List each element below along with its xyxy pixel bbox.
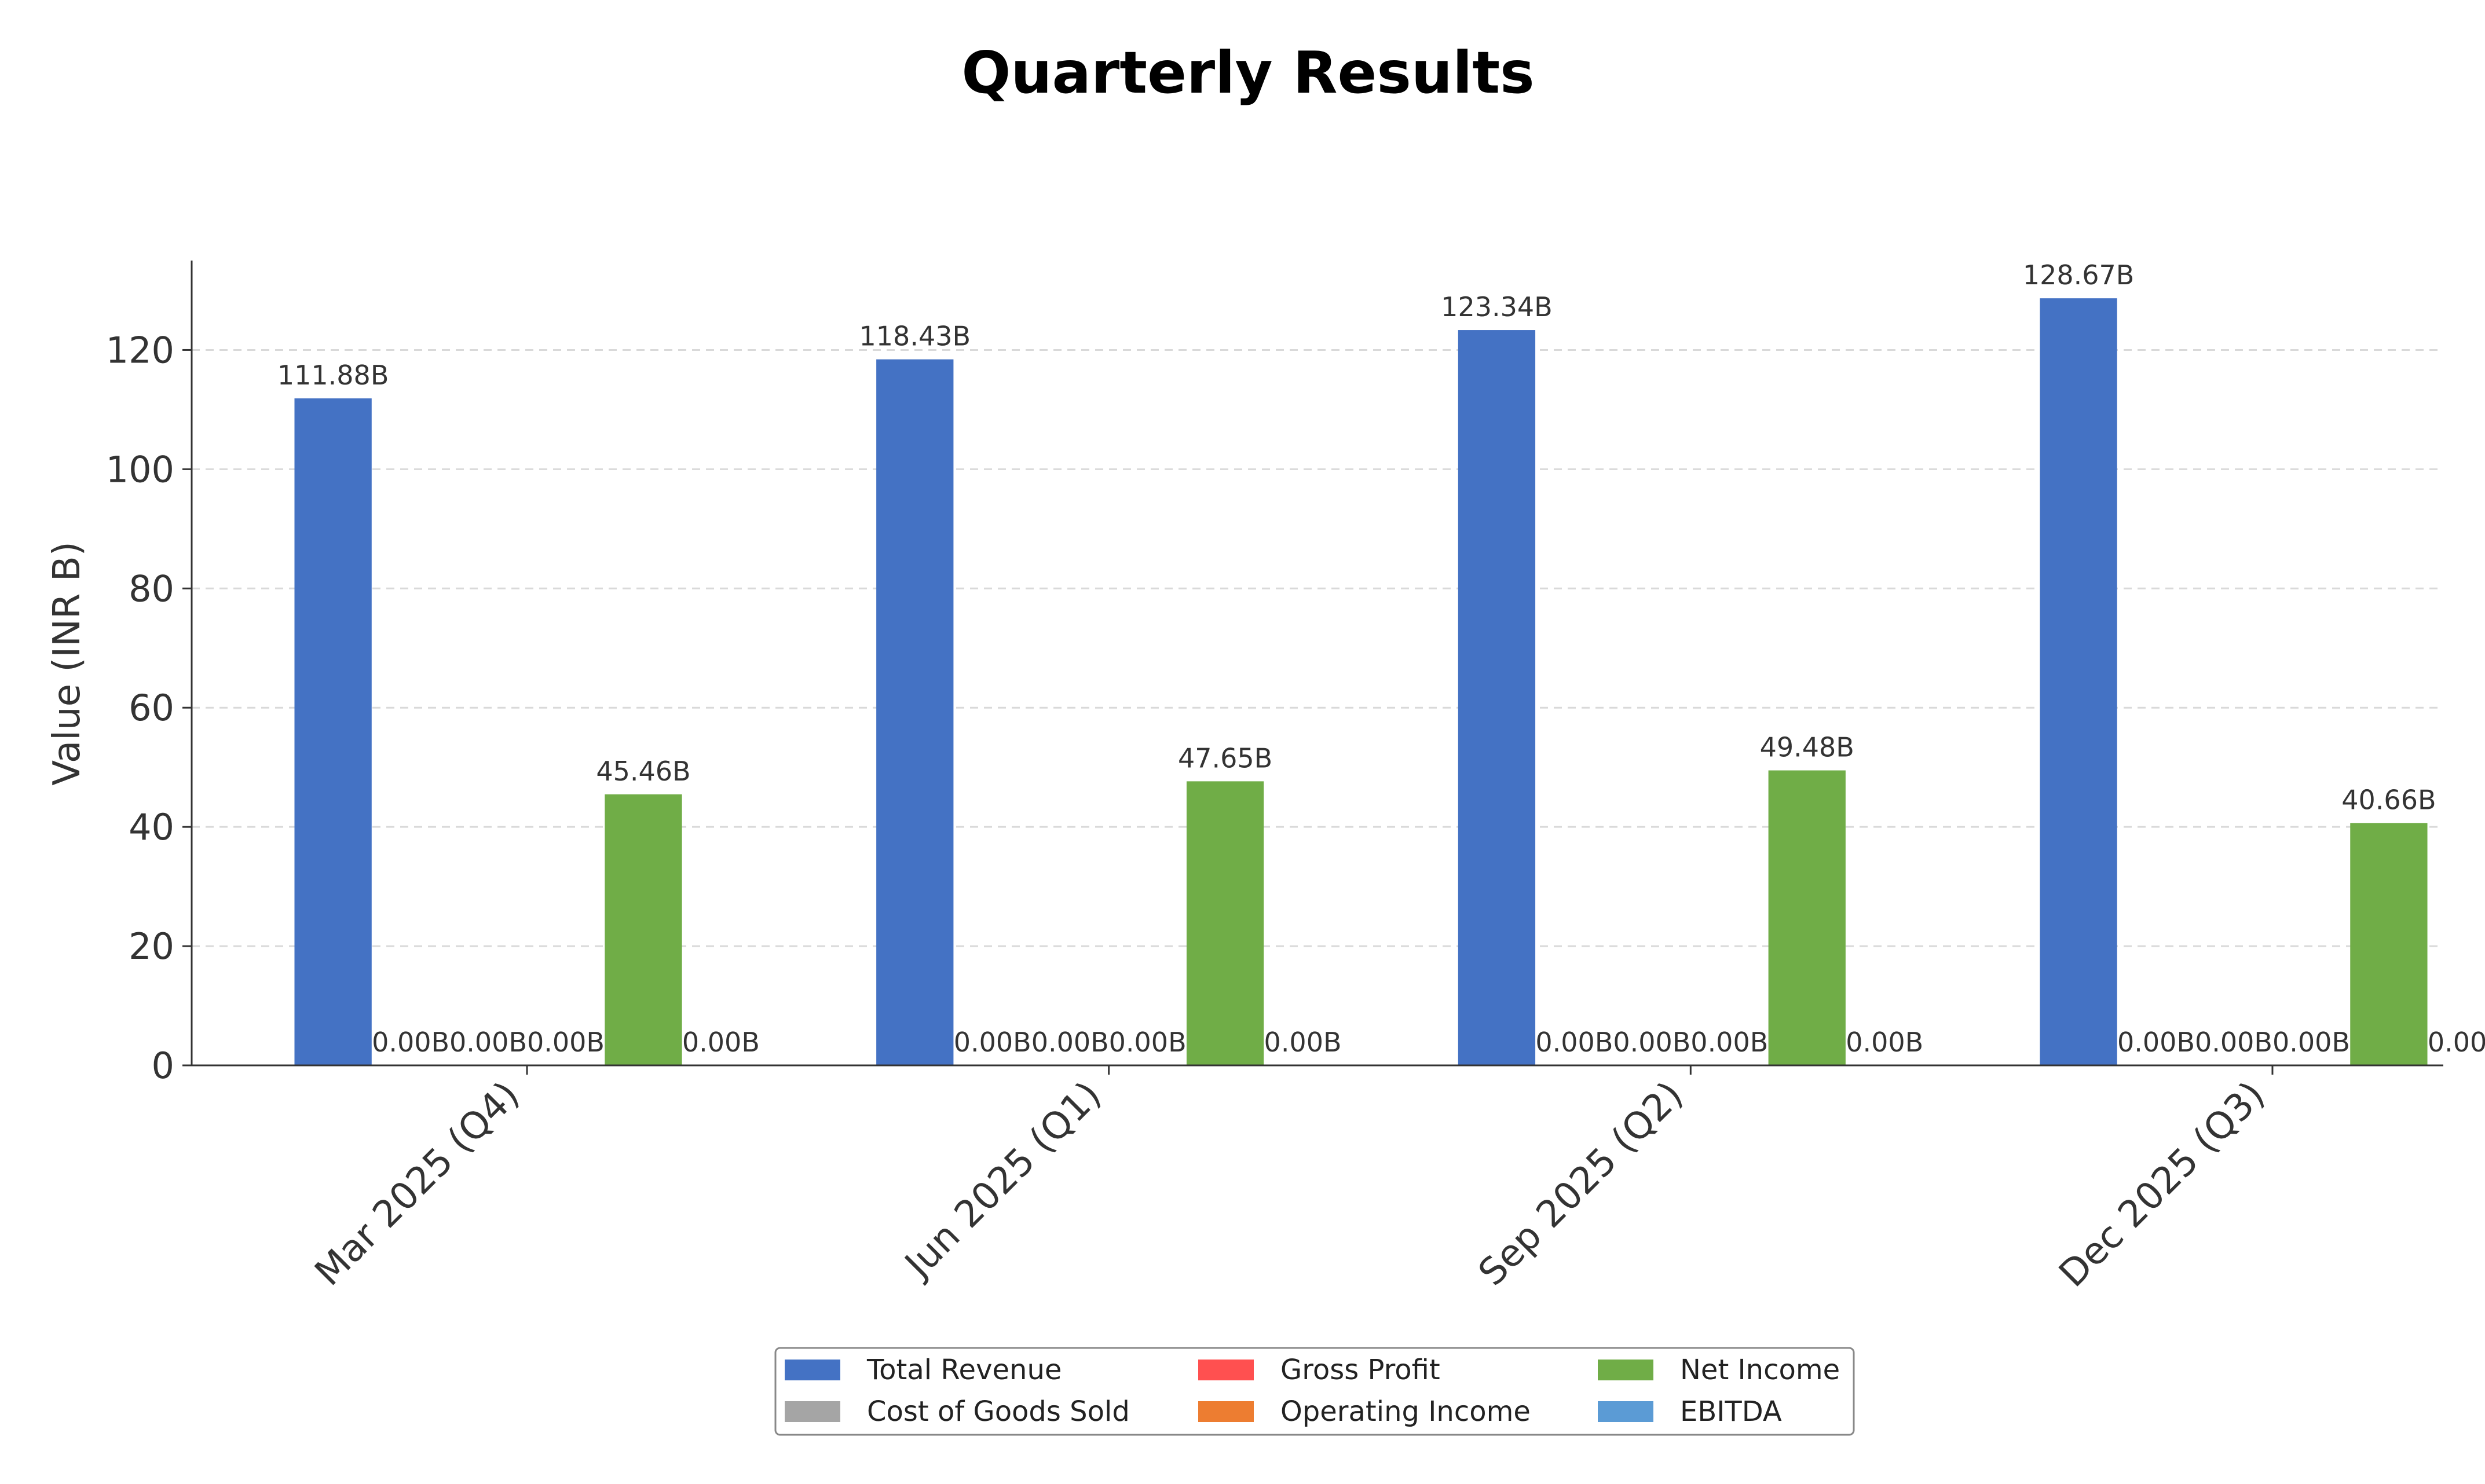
bars [294,298,2428,1066]
data-label: 0.00B [527,1027,605,1058]
legend-swatch [1598,1360,1653,1380]
legend-swatch [1598,1401,1653,1422]
data-label: 0.00B [1846,1027,1923,1058]
data-label: 123.34B [1441,291,1553,323]
data-label: 49.48B [1760,732,1854,763]
bar [876,359,954,1065]
legend-swatch [785,1360,840,1380]
chart-title: Quarterly Results [961,39,1534,107]
y-tick-label: 0 [152,1045,174,1087]
bar [1458,330,1536,1065]
data-label: 111.88B [277,360,389,391]
bar [1768,770,1846,1065]
legend-box [774,1347,1855,1436]
axes [191,261,2443,1067]
bar [605,794,682,1065]
legend-swatch [1198,1401,1254,1422]
bar [294,398,372,1066]
y-tick-label: 60 [129,687,174,729]
data-label: 0.00B [449,1027,527,1058]
x-tick-label: Jun 2025 (Q1) [895,1073,1110,1288]
x-tick-label: Mar 2025 (Q4) [307,1073,528,1294]
x-tick-label: Sep 2025 (Q2) [1470,1073,1691,1294]
legend-label: Total Revenue [866,1354,1062,1386]
data-label: 128.67B [2023,259,2135,291]
data-label: 40.66B [2341,784,2436,815]
bar [1186,781,1264,1065]
legend: Total Revenue Cost of Goods Sold Gross Pro… [774,1347,1855,1436]
legend-label: Gross Profit [1280,1354,1440,1386]
data-label: 118.43B [859,321,971,352]
data-label: 47.65B [1178,742,1272,774]
data-label: 0.00B [1535,1027,1613,1058]
y-tick-label: 120 [106,329,174,371]
data-label: 0.00B [2195,1027,2272,1058]
data-label: 0.00B [1031,1027,1109,1058]
legend-label: Operating Income [1280,1395,1531,1428]
y-axis-label: Value (INR B) [46,541,89,786]
legend-label: Cost of Goods Sold [867,1395,1130,1428]
data-label: 0.00B [1109,1027,1187,1058]
data-label: 0.00B [1613,1027,1690,1058]
data-label: 0.00B [1264,1027,1342,1058]
legend-swatch [1198,1360,1254,1380]
data-label: 0.00B [2117,1027,2195,1058]
data-label: 0.00B [2428,1027,2485,1058]
data-label: 0.00B [2272,1027,2350,1058]
legend-label: EBITDA [1680,1395,1782,1428]
legend-swatch [785,1401,840,1422]
data-label: 0.00B [682,1027,760,1058]
bar [2350,823,2428,1065]
y-tick-label: 100 [106,448,174,490]
data-label: 45.46B [596,756,690,787]
legend-label: Net Income [1680,1354,1840,1386]
x-tick-label: Dec 2025 (Q3) [2051,1073,2274,1296]
y-tick-label: 20 [129,925,174,968]
data-label: 0.00B [954,1027,1031,1058]
y-tick-label: 40 [129,806,174,848]
y-tick-label: 80 [129,567,174,610]
data-label: 0.00B [372,1027,449,1058]
data-label: 0.00B [1690,1027,1768,1058]
bar [2040,298,2117,1065]
